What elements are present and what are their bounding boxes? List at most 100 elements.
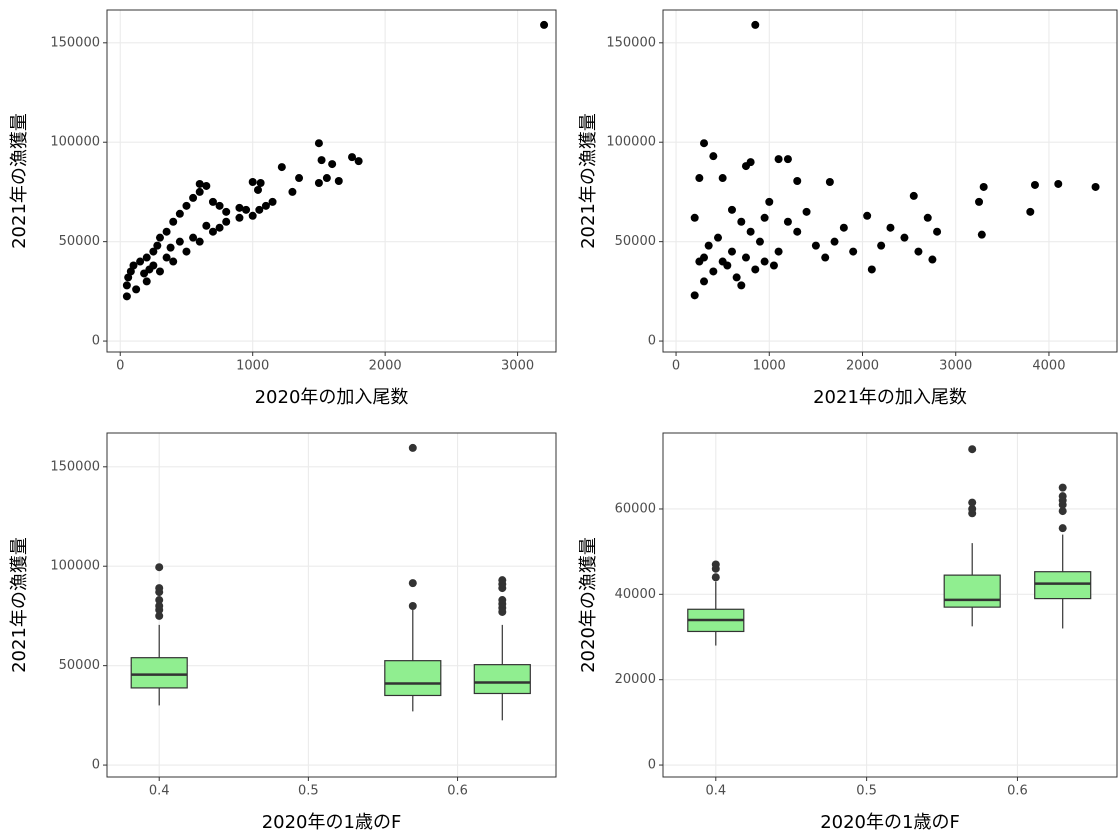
- point: [175, 209, 184, 218]
- y-tick-label: 150000: [50, 459, 100, 474]
- y-tick-label: 0: [648, 334, 656, 349]
- point: [222, 217, 231, 226]
- point: [202, 181, 211, 190]
- y-axis-title: 2021年の漁獲量: [578, 113, 599, 249]
- point: [348, 153, 357, 162]
- point: [769, 261, 778, 270]
- plot-background: [663, 10, 1117, 352]
- point: [714, 233, 723, 242]
- plot-border: [106, 9, 557, 353]
- x-tick-label: 0: [672, 359, 680, 374]
- outlier: [711, 573, 720, 582]
- y-tick-label: 100000: [606, 135, 656, 150]
- point: [155, 267, 164, 276]
- point: [169, 217, 178, 226]
- point: [690, 213, 699, 222]
- y-tick-label: 150000: [50, 35, 100, 50]
- point: [975, 197, 984, 206]
- point: [774, 155, 783, 164]
- point: [914, 247, 923, 256]
- box: [473, 664, 531, 695]
- point: [162, 253, 171, 262]
- point: [202, 221, 211, 230]
- point: [334, 177, 343, 185]
- point: [136, 257, 145, 266]
- point: [189, 193, 198, 202]
- point: [354, 157, 363, 166]
- y-tick-label: 50000: [615, 234, 656, 249]
- point: [255, 205, 264, 214]
- x-tick-label: 0.4: [149, 784, 170, 799]
- point: [751, 20, 760, 29]
- point: [741, 162, 750, 171]
- y-tick-label: 50000: [59, 658, 100, 673]
- point: [928, 255, 937, 264]
- y-tick-label: 60000: [615, 501, 656, 516]
- y-tick-label: 100000: [50, 559, 100, 574]
- point: [195, 237, 204, 246]
- point: [328, 160, 337, 169]
- point: [1091, 182, 1100, 191]
- point: [149, 247, 158, 256]
- panel: 0 50000 100000 150000 0 1000 2000 3000 2020年の加入尾…: [9, 9, 557, 408]
- point: [751, 265, 760, 274]
- y-axis-title: 2020年の漁獲量: [578, 537, 599, 673]
- x-tick-label: 0: [116, 359, 124, 374]
- outlier: [498, 596, 507, 605]
- point: [727, 247, 736, 256]
- point: [909, 191, 918, 200]
- outlier: [408, 579, 417, 588]
- x-tick-label: 2000: [846, 359, 879, 374]
- point: [1054, 179, 1063, 188]
- point: [821, 253, 830, 262]
- point: [760, 213, 769, 222]
- point: [849, 247, 858, 256]
- point: [774, 247, 783, 256]
- point: [182, 201, 191, 210]
- point: [122, 292, 131, 301]
- point: [235, 203, 244, 212]
- y-tick-label: 0: [92, 334, 100, 349]
- outlier: [1058, 492, 1067, 501]
- point: [253, 185, 262, 194]
- point: [175, 237, 184, 246]
- x-tick-label: 0.4: [705, 784, 726, 799]
- point: [690, 291, 699, 300]
- plot-background: [663, 433, 1117, 777]
- point: [142, 253, 151, 262]
- outlier: [1058, 507, 1067, 516]
- point: [802, 207, 811, 216]
- point: [268, 197, 277, 206]
- point: [189, 233, 198, 242]
- point: [783, 217, 792, 226]
- point: [709, 152, 718, 161]
- y-tick-label: 0: [92, 758, 100, 773]
- point: [142, 277, 151, 286]
- point: [124, 273, 133, 282]
- point: [755, 237, 764, 246]
- outlier: [155, 611, 164, 620]
- point: [215, 201, 224, 210]
- point: [166, 243, 175, 252]
- outlier: [968, 504, 977, 513]
- plot-background: [107, 10, 556, 352]
- point: [704, 241, 713, 250]
- point: [765, 197, 774, 206]
- point: [195, 179, 204, 188]
- point: [242, 205, 251, 214]
- point: [248, 177, 257, 186]
- point: [126, 267, 135, 276]
- outlier: [408, 443, 417, 452]
- x-axis-title: 2020年の1歳のF: [262, 812, 402, 833]
- point: [923, 213, 932, 222]
- point: [700, 277, 709, 286]
- plot-border: [662, 9, 1118, 353]
- plot-border: [106, 432, 557, 778]
- outlier: [155, 601, 164, 610]
- x-tick-label: 0.6: [1007, 784, 1028, 799]
- y-axis-title: 2021年の漁獲量: [9, 537, 30, 673]
- point: [1030, 180, 1039, 189]
- point: [825, 177, 834, 186]
- point: [737, 217, 746, 226]
- point: [182, 247, 191, 256]
